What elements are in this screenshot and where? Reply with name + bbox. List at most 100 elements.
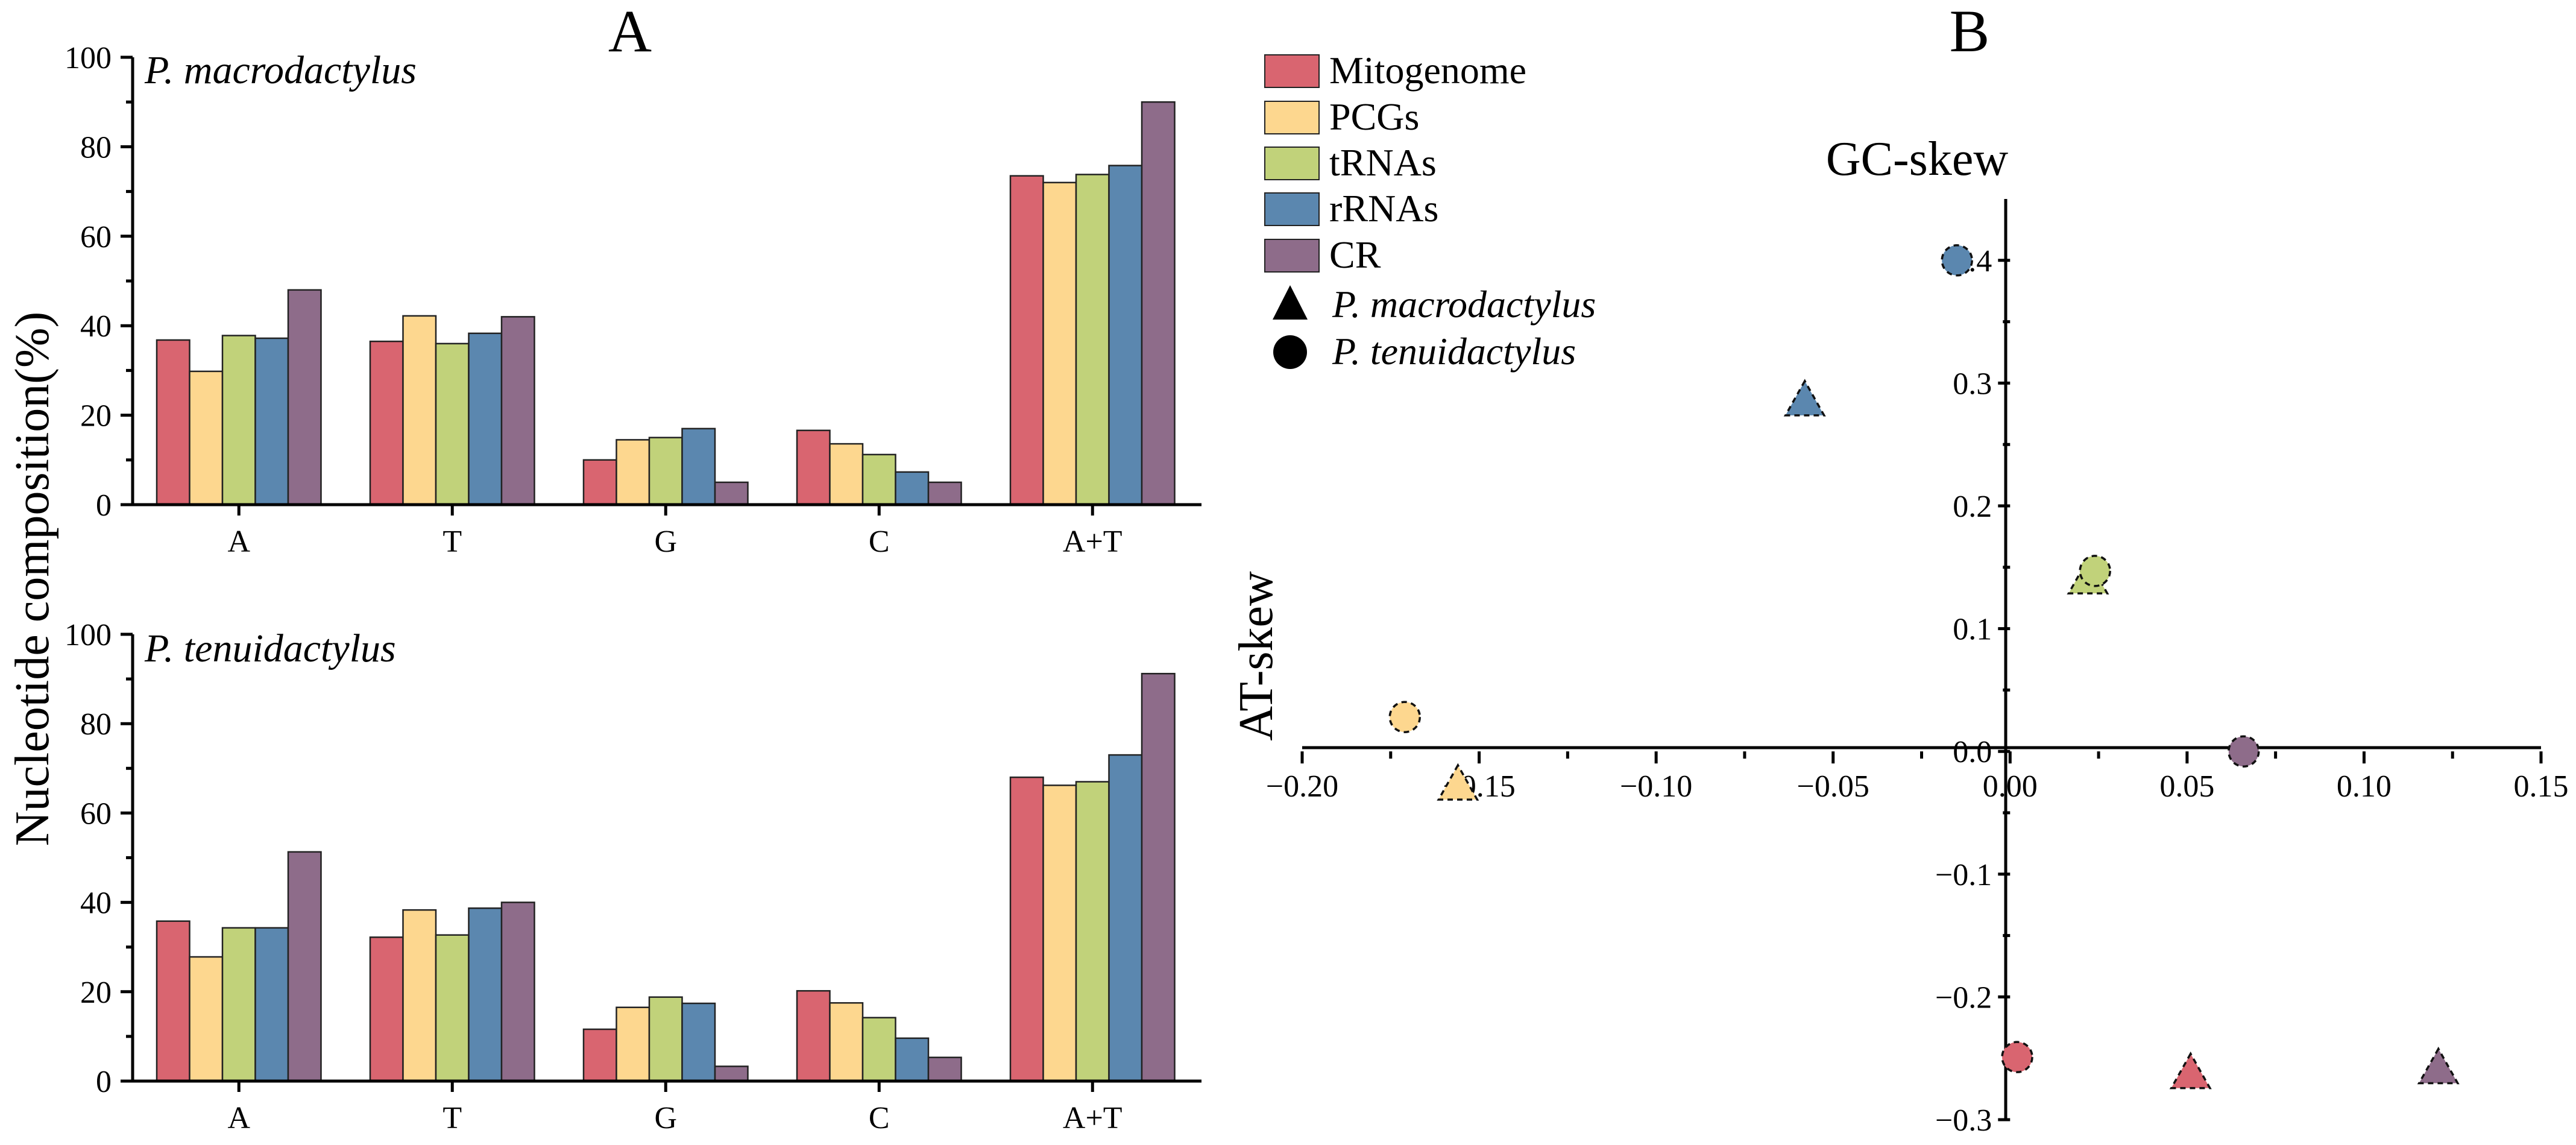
scatter-x-tick-label: −0.10: [1620, 769, 1692, 804]
bar-rrnas-c: [895, 471, 930, 506]
legend-label-cr: CR: [1329, 233, 1381, 276]
scatter-y-tick-label: 0.3: [1953, 367, 1992, 401]
bar-rrnas-t: [468, 332, 503, 506]
scatter-y-tick-label: −0.2: [1935, 980, 1992, 1015]
legend-swatch-mitogenome: [1264, 54, 1320, 88]
panel-label-b: B: [1950, 0, 1990, 65]
bar-mitogenome-g: [582, 459, 617, 506]
bar-rrnas-a-t: [1108, 165, 1143, 506]
bar-trnas-t: [435, 342, 470, 506]
bar-rrnas-c: [895, 1037, 930, 1082]
legend-label-tenuidactylus: P. tenuidactylus: [1332, 330, 1576, 373]
bar-mitogenome-a: [156, 339, 191, 506]
scatter-y-tick-label: 0.2: [1953, 490, 1992, 524]
scatter-point-p-macrodactylus-cr: [2417, 1046, 2460, 1085]
bar-y-axis-title: Nucleotide composition(%): [6, 312, 59, 846]
legend-label-pcgs: PCGs: [1329, 95, 1419, 138]
x-tick-label-a: A: [227, 1101, 250, 1135]
bar-cr-a-t: [1141, 672, 1176, 1082]
x-ticks: A T G C A+T: [227, 505, 1123, 559]
bar-mitogenome-c: [796, 990, 831, 1082]
bar-pcgs-g: [616, 439, 650, 506]
bar-chart-macrodactylus: 0 20 40 60 80 100 A T G C A+T P. macrodactylus: [65, 41, 1201, 559]
bar-rrnas-g: [681, 1002, 716, 1082]
bar-mitogenome-a-t: [1009, 175, 1044, 506]
y-tick-label-20: 20: [80, 399, 112, 434]
bar-mitogenome-a-t: [1009, 776, 1044, 1082]
bar-trnas-a-t: [1075, 781, 1110, 1082]
scatter-point-p-tenuidactylus-pcgs: [1388, 701, 1422, 733]
scatter-gc-skew-title: GC-skew: [1826, 133, 2008, 186]
bar-pcgs-t: [402, 909, 437, 1082]
bar-chart-tenuidactylus: 0 20 40 60 80 100 A T G C A+T P. tenuidactylus: [65, 618, 1201, 1135]
bar-pcgs-a: [189, 956, 224, 1082]
scatter-y-tick-label: −0.1: [1935, 858, 1992, 892]
bar-mitogenome-c: [796, 429, 831, 506]
scatter-point-p-tenuidactylus-mitogenome: [2001, 1041, 2033, 1073]
bar-pcgs-g: [616, 1006, 650, 1082]
scatter-x-tick-label: 0.00: [1983, 769, 2038, 804]
bar-pcgs-c: [829, 1002, 864, 1082]
scatter-y-tick-label: −0.3: [1935, 1103, 1992, 1138]
scatter-point-p-macrodactylus-pcgs: [1437, 763, 1479, 801]
legend-label-mitogenome: Mitogenome: [1329, 49, 1526, 92]
scatter-ticks: −0.20 −0.15 −0.10 −0.05 0.00 0.05 0.10 0.15−0.3…: [1266, 244, 2569, 1138]
scatter-x-tick-label: 0.05: [2159, 769, 2214, 804]
x-tick-label-c: C: [869, 1101, 890, 1135]
y-tick-label-20: 20: [80, 976, 112, 1010]
bar-marks-macrodactylus: [156, 101, 1176, 506]
bar-cr-c: [927, 1056, 962, 1082]
legend-swatch-cr: [1264, 239, 1320, 273]
x-tick-label-g: G: [654, 525, 677, 559]
panel-label-a: A: [608, 0, 652, 65]
x-ticks: A T G C A+T: [227, 1081, 1123, 1135]
x-tick-label-t: T: [442, 1101, 462, 1135]
y-tick-label-60: 60: [80, 796, 112, 831]
y-tick-label-60: 60: [80, 220, 112, 254]
scatter-point-p-tenuidactylus-rrnas: [1941, 244, 1973, 277]
legend-label-rrnas: rRNAs: [1329, 187, 1438, 230]
bar-marks-tenuidactylus: [156, 672, 1176, 1082]
y-tick-label-100: 100: [65, 618, 112, 652]
bar-cr-g: [714, 1065, 749, 1082]
legend-label-trnas: tRNAs: [1329, 141, 1437, 184]
legend-triangle-marker: [1273, 285, 1308, 320]
bar-pcgs-a-t: [1042, 784, 1077, 1082]
scatter-at-skew-title: AT-skew: [1230, 571, 1283, 741]
scatter-point-p-macrodactylus-rrnas: [1783, 379, 1826, 417]
x-tick-label-c: C: [869, 525, 890, 559]
scatter-x-tick-label: −0.05: [1797, 769, 1869, 804]
bar-cr-a-t: [1141, 101, 1176, 506]
bar-chart-title-macrodactylus: P. macrodactylus: [144, 48, 417, 92]
bar-mitogenome-a: [156, 920, 191, 1082]
bar-trnas-g: [648, 996, 683, 1082]
scatter-y-tick-label: 0.0: [1953, 735, 1992, 769]
bar-mitogenome-t: [369, 340, 404, 506]
x-tick-label-t: T: [442, 525, 462, 559]
bar-rrnas-a: [254, 927, 289, 1082]
y-tick-label-100: 100: [65, 41, 112, 75]
bar-rrnas-t: [468, 907, 503, 1082]
legend-circle-marker: [1273, 335, 1307, 369]
legend-swatch-pcgs: [1264, 101, 1320, 134]
x-tick-label-g: G: [654, 1101, 677, 1135]
bar-trnas-a: [221, 335, 256, 506]
legend-label-macrodactylus: P. macrodactylus: [1332, 283, 1596, 326]
bar-trnas-c: [861, 453, 896, 506]
skew-scatter-plot: −0.20 −0.15 −0.10 −0.05 0.00 0.05 0.10 0.15−0.3…: [1230, 133, 2569, 1138]
y-tick-label-0: 0: [96, 1065, 112, 1099]
bar-pcgs-c: [829, 443, 864, 506]
scatter-point-p-tenuidactylus-trnas: [2079, 555, 2111, 587]
bar-cr-t: [500, 316, 535, 506]
bar-cr-g: [714, 481, 749, 506]
bar-trnas-c: [861, 1017, 896, 1082]
bar-rrnas-a: [254, 337, 289, 506]
x-tick-label-a-t: A+T: [1063, 525, 1123, 559]
bar-trnas-a: [221, 927, 256, 1082]
bar-cr-c: [927, 481, 962, 506]
legend-swatch-rrnas: [1264, 192, 1320, 226]
bar-trnas-a-t: [1075, 174, 1110, 506]
scatter-point-p-tenuidactylus-cr: [2228, 735, 2260, 768]
bar-rrnas-a-t: [1108, 754, 1143, 1082]
